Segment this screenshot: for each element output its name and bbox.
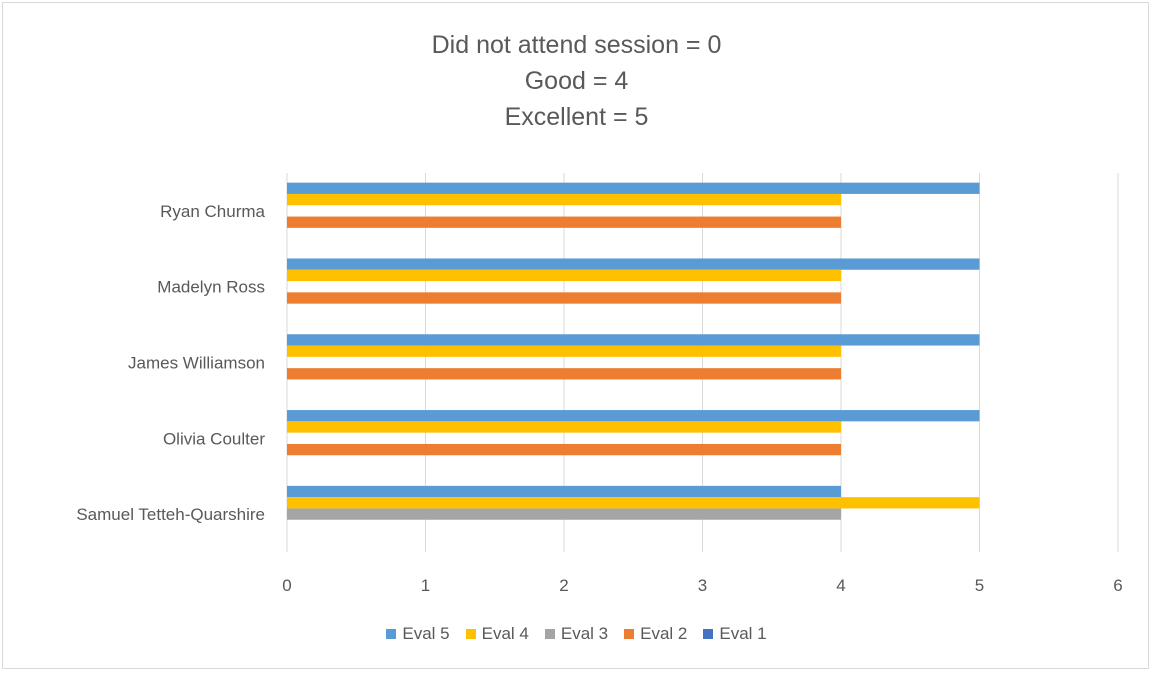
legend-label: Eval 5 [402, 624, 450, 643]
legend: Eval 5 Eval 4 Eval 3 Eval 2 Eval 1 [0, 624, 1153, 644]
bar-eval-4 [287, 421, 841, 433]
bar-eval-5 [287, 258, 980, 270]
bar-eval-2 [287, 443, 841, 456]
legend-label: Eval 2 [640, 624, 688, 643]
legend-label: Eval 3 [560, 624, 609, 643]
category-label: Ryan Churma [160, 202, 265, 221]
x-tick-label: 1 [421, 576, 430, 595]
category-label: James Williamson [128, 354, 265, 373]
legend-item: Eval 3 [544, 624, 609, 644]
legend-swatch [465, 629, 476, 639]
legend-item: Eval 5 [386, 624, 450, 644]
title-line-2: Good = 4 [524, 67, 629, 95]
bar-eval-5 [287, 410, 980, 422]
bar-eval-3 [287, 508, 841, 520]
legend-swatch [703, 629, 714, 639]
legend-item: Eval 4 [465, 624, 529, 644]
legend-label: Eval 1 [719, 624, 767, 643]
category-label: Olivia Coulter [163, 429, 265, 448]
bar-eval-2 [287, 216, 841, 228]
bar-eval-4 [287, 345, 841, 357]
bar-eval-4 [287, 497, 980, 509]
bar-eval-5 [287, 485, 841, 498]
category-label: Samuel Tetteh-Quarshire [76, 505, 265, 524]
legend-item: Eval 1 [703, 624, 767, 644]
bar-eval-5 [287, 182, 980, 194]
x-tick-label: 3 [698, 576, 707, 595]
x-tick-label: 6 [1113, 576, 1122, 595]
x-tick-label: 4 [836, 576, 845, 595]
x-tick-label: 0 [282, 576, 291, 595]
bar-eval-2 [287, 292, 841, 304]
bar-eval-2 [287, 368, 841, 380]
bar-eval-5 [287, 334, 980, 346]
legend-item: Eval 2 [624, 624, 687, 644]
legend-swatch [624, 629, 635, 639]
bar-eval-4 [287, 269, 841, 282]
x-tick-label: 2 [559, 576, 568, 595]
legend-swatch [544, 629, 555, 639]
title-line-3: Excellent = 5 [504, 103, 649, 131]
bar-eval-4 [287, 193, 841, 206]
chart-title: Did not attend session = 0 Good = 4 Exce… [0, 27, 1153, 135]
legend-label: Eval 4 [481, 624, 529, 643]
category-label: Madelyn Ross [157, 278, 265, 297]
title-line-1: Did not attend session = 0 [431, 31, 722, 59]
x-tick-label: 5 [975, 576, 984, 595]
legend-swatch [386, 629, 397, 639]
